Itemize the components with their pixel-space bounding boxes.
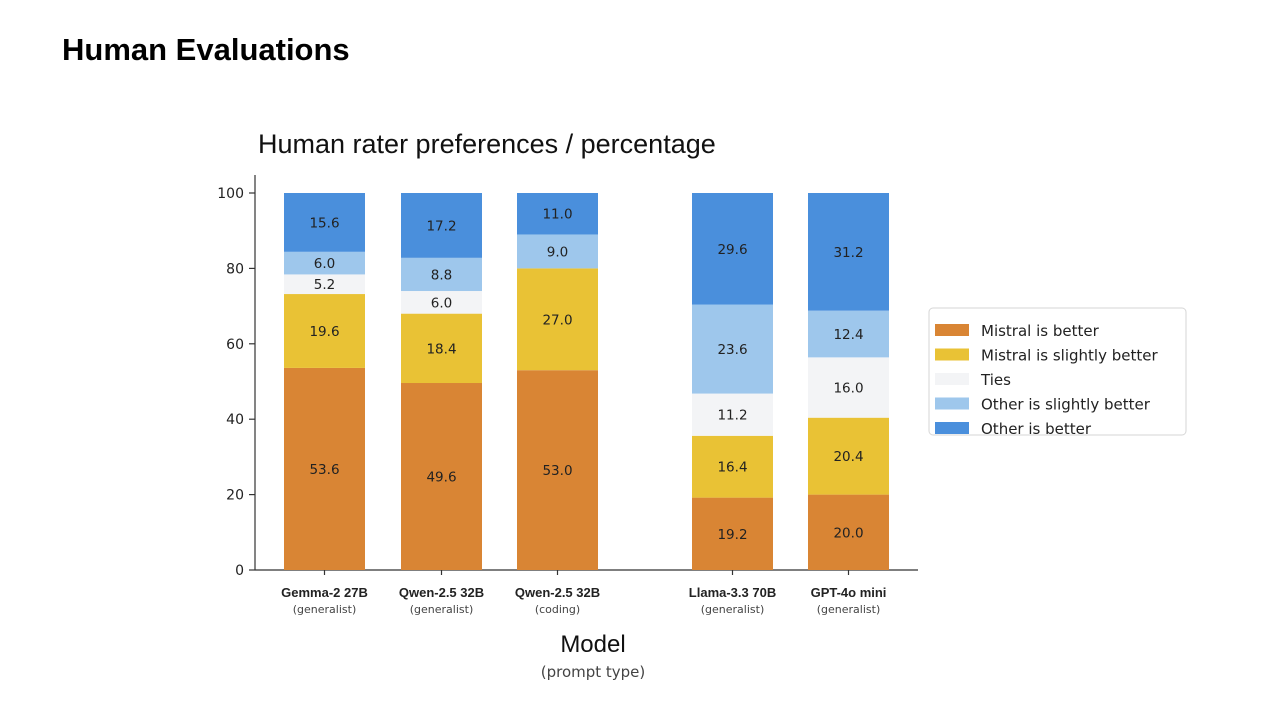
bar-value-label: 20.4 (833, 449, 863, 465)
bar-value-label: 6.0 (314, 256, 335, 272)
x-tick-sublabel: (generalist) (701, 603, 765, 616)
legend: Mistral is better Mistral is slightly bet… (928, 307, 1187, 438)
bar-segment (401, 257, 482, 292)
bar-segment (808, 193, 889, 311)
bar-value-label: 19.6 (309, 324, 339, 340)
bar-segment (692, 393, 773, 436)
bar-value-label: 27.0 (542, 312, 572, 328)
bar-value-label: 29.6 (717, 242, 747, 258)
x-axis-label: Model (560, 631, 625, 658)
bar-value-label: 11.2 (717, 408, 747, 424)
bar-segment (284, 193, 365, 252)
bar-value-label: 31.2 (833, 245, 863, 261)
bar-segment (401, 313, 482, 384)
bar-value-label: 49.6 (426, 470, 456, 486)
y-tick-label: 60 (226, 337, 244, 353)
y-tick-label: 0 (235, 563, 244, 579)
bar-value-label: 5.2 (314, 277, 335, 293)
bar-segment (284, 367, 365, 570)
bar-segment (692, 435, 773, 498)
legend-swatch (935, 373, 969, 385)
bar-segment (517, 193, 598, 235)
y-tick-label: 20 (226, 488, 244, 504)
y-tick-label: 80 (226, 261, 244, 277)
bar-value-label: 16.0 (833, 381, 863, 397)
bar-segment (808, 310, 889, 358)
bar-value-label: 9.0 (547, 244, 568, 260)
x-tick-label: Llama-3.3 70B (689, 585, 776, 600)
y-tick-label: 100 (217, 186, 244, 202)
bar-segment (284, 251, 365, 275)
bar-segment (517, 370, 598, 570)
bar-segment (401, 291, 482, 314)
bar-value-label: 6.0 (431, 295, 452, 311)
legend-box (928, 307, 1187, 436)
x-tick-sublabel: (generalist) (410, 603, 474, 616)
legend-label: Mistral is better (981, 322, 1100, 340)
bar-value-label: 8.8 (431, 267, 452, 283)
x-tick-label: Qwen-2.5 32B (515, 585, 600, 600)
bar-segment (692, 497, 773, 570)
x-tick-sublabel: (generalist) (817, 603, 881, 616)
x-tick-sublabel: (generalist) (293, 603, 357, 616)
x-tick-label: GPT-4o mini (811, 585, 887, 600)
bar-segment (284, 294, 365, 368)
bar-segment (517, 234, 598, 269)
x-axis-sublabel: (prompt type) (541, 663, 646, 681)
legend-swatch (935, 397, 969, 410)
bar-value-label: 18.4 (426, 341, 456, 357)
legend-label: Other is better (981, 420, 1092, 438)
legend-label: Mistral is slightly better (981, 347, 1158, 365)
bar-value-label: 16.4 (717, 460, 747, 476)
bar-value-label: 11.0 (542, 207, 572, 223)
bar-segment (284, 274, 365, 295)
bar-value-label: 53.6 (309, 462, 339, 478)
bar-segment (692, 304, 773, 394)
bar-segment (808, 357, 889, 418)
x-tick-label: Qwen-2.5 32B (399, 585, 484, 600)
legend-swatch (935, 422, 969, 434)
y-tick-label: 40 (226, 412, 244, 428)
bar-value-label: 20.0 (833, 525, 863, 541)
bar-value-label: 53.0 (542, 463, 572, 479)
legend-swatch (935, 348, 969, 361)
bar-value-label: 15.6 (309, 215, 339, 231)
legend-swatch (935, 324, 969, 336)
bar-value-label: 19.2 (717, 527, 747, 543)
legend-label: Ties (980, 371, 1011, 389)
legend-label: Other is slightly better (981, 396, 1151, 414)
chart-title: Human rater preferences / percentage (258, 129, 716, 159)
bar-segment (808, 417, 889, 495)
x-tick-sublabel: (coding) (535, 603, 580, 616)
bar-segment (401, 383, 482, 570)
bar-segment (692, 193, 773, 305)
bar-value-label: 12.4 (833, 327, 863, 343)
plot-area: 0 20 40 60 80 100 53.6 19.6 5.2 6.0 15.6 Gemma-2 27… (217, 175, 918, 616)
page-title: Human Evaluations (62, 32, 350, 67)
bar-value-label: 23.6 (717, 342, 747, 358)
x-tick-label: Gemma-2 27B (281, 585, 368, 600)
bar-segment (517, 268, 598, 371)
bar-segment (401, 193, 482, 258)
bar-value-label: 17.2 (426, 218, 456, 234)
bar-segment (808, 494, 889, 570)
